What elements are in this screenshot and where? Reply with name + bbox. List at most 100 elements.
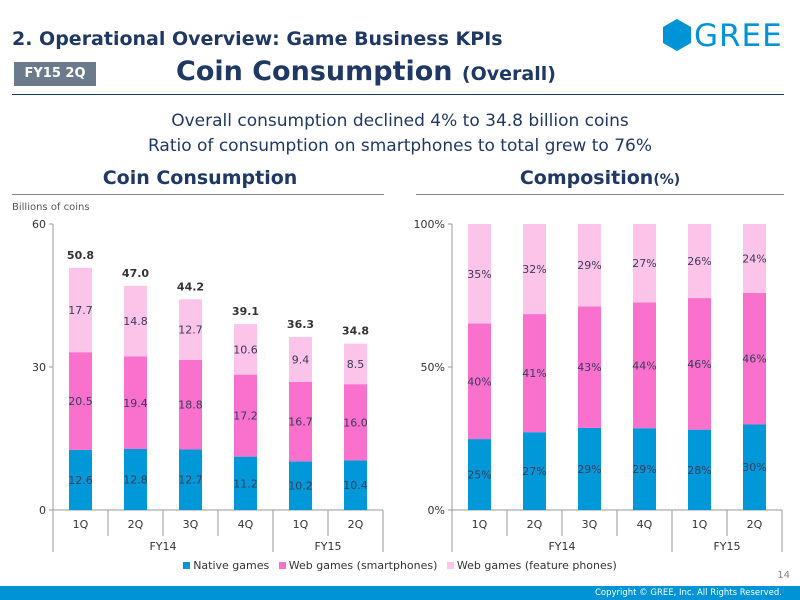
left-chart-total-label: 34.8 bbox=[342, 325, 369, 338]
right-chart-data-label-web-smartphones: 43% bbox=[577, 361, 601, 374]
right-chart-data-label-web-feature: 35% bbox=[467, 268, 491, 281]
left-chart-x-tick-label: 2Q bbox=[348, 518, 364, 531]
right-chart-bar-native bbox=[523, 432, 546, 510]
period-badge: FY15 2Q bbox=[14, 62, 96, 86]
right-chart-data-label-native: 30% bbox=[742, 461, 766, 474]
legend-label-web-feature: Web games (feature phones) bbox=[456, 559, 617, 572]
left-chart-data-label-native: 12.6 bbox=[68, 474, 93, 487]
summary-line-1: Overall consumption declined 4% to 34.8 … bbox=[171, 111, 629, 131]
left-chart-y-tick-label: 60 bbox=[32, 218, 46, 231]
right-chart-x-tick-label: 3Q bbox=[582, 518, 598, 531]
right-chart-x-tick-label: 2Q bbox=[747, 518, 763, 531]
right-chart-data-label-web-smartphones: 46% bbox=[687, 358, 711, 371]
left-chart-group-label: FY14 bbox=[149, 540, 176, 553]
left-chart-data-label-web-feature: 12.7 bbox=[178, 324, 203, 337]
left-chart-title: Coin Consumption bbox=[102, 167, 298, 189]
left-chart-bar-native bbox=[344, 460, 367, 510]
right-chart-bar-web-feature bbox=[468, 224, 491, 324]
left-chart-x-tick-label: 4Q bbox=[238, 518, 254, 531]
left-chart-data-label-native: 10.2 bbox=[288, 480, 313, 493]
right-chart-data-label-native: 29% bbox=[577, 463, 601, 476]
left-chart-data-label-web-feature: 10.6 bbox=[233, 343, 258, 356]
left-chart-data-label-web-feature: 9.4 bbox=[292, 353, 310, 366]
left-chart-data-label-web-smartphones: 16.7 bbox=[288, 416, 313, 429]
right-chart-data-label-web-feature: 27% bbox=[632, 257, 656, 270]
right-chart-title-sub: (%) bbox=[653, 172, 681, 188]
right-chart-bar-native bbox=[578, 427, 601, 510]
right-chart-bar-native bbox=[468, 439, 491, 510]
right-chart-data-label-native: 27% bbox=[522, 465, 546, 478]
left-chart-bar-web-feature bbox=[289, 336, 312, 382]
legend-swatch-web-smartphones bbox=[278, 562, 286, 569]
page-title: Coin Consumption (Overall) bbox=[176, 56, 556, 87]
legend-swatch-native bbox=[183, 562, 191, 569]
right-chart-bar-native bbox=[688, 429, 711, 510]
right-chart-x-tick-label: 1Q bbox=[472, 518, 488, 531]
left-chart-bar-web-feature bbox=[179, 299, 202, 360]
section-title: 2. Operational Overview: Game Business K… bbox=[12, 28, 503, 50]
left-chart-bar-web-feature bbox=[124, 285, 147, 357]
right-chart-y-tick-label: 0% bbox=[428, 504, 445, 517]
left-chart-total-label: 50.8 bbox=[67, 249, 94, 262]
right-chart-x-tick-label: 4Q bbox=[637, 518, 653, 531]
left-chart-total-label: 39.1 bbox=[232, 305, 259, 318]
copyright: Copyright © GREE, Inc. All Rights Reserv… bbox=[594, 588, 782, 598]
left-chart-y-tick-label: 0 bbox=[39, 504, 46, 517]
legend-swatch-web-feature bbox=[446, 562, 454, 569]
left-chart-data-label-web-feature: 8.5 bbox=[347, 358, 365, 371]
left-chart-data-label-web-smartphones: 16.0 bbox=[343, 416, 368, 429]
right-chart-x-tick-label: 2Q bbox=[527, 518, 543, 531]
left-chart-total-label: 44.2 bbox=[177, 280, 204, 293]
right-chart-bar-web-smartphones bbox=[468, 323, 491, 440]
left-chart-bar-web-feature bbox=[234, 324, 257, 375]
right-chart-data-label-web-feature: 26% bbox=[687, 255, 711, 268]
left-chart-x-tick-label: 1Q bbox=[293, 518, 309, 531]
right-chart-bar-web-smartphones bbox=[743, 292, 766, 425]
right-chart-data-label-web-smartphones: 44% bbox=[632, 359, 656, 372]
left-chart-data-label-native: 11.2 bbox=[233, 477, 258, 490]
page-title-main: Coin Consumption bbox=[176, 56, 453, 87]
legend-item-web-smartphones: Web games (smartphones) bbox=[278, 559, 437, 572]
page-title-sub: (Overall) bbox=[461, 63, 556, 85]
left-chart-bar-web-feature bbox=[344, 343, 367, 385]
right-chart-group-label: FY14 bbox=[548, 540, 575, 553]
left-chart-data-label-web-feature: 17.7 bbox=[68, 304, 93, 317]
right-chart-data-label-native: 28% bbox=[687, 464, 711, 477]
right-chart-data-label-web-feature: 29% bbox=[577, 259, 601, 272]
right-chart-bar-native bbox=[633, 428, 656, 510]
left-chart-bar-web-feature bbox=[69, 267, 92, 353]
right-chart-x-tick-label: 1Q bbox=[692, 518, 708, 531]
right-chart-bar-native bbox=[743, 424, 766, 510]
left-chart-bar-native bbox=[289, 461, 312, 510]
right-chart-bar-web-feature bbox=[578, 224, 601, 307]
left-chart-bar-native bbox=[69, 449, 92, 510]
right-chart-data-label-web-smartphones: 40% bbox=[467, 375, 491, 388]
gree-logo: GREE bbox=[662, 18, 782, 54]
title-divider bbox=[12, 94, 784, 95]
legend-item-web-feature: Web games (feature phones) bbox=[446, 559, 617, 572]
legend-label-native: Native games bbox=[193, 559, 270, 572]
left-chart-x-tick-label: 1Q bbox=[73, 518, 89, 531]
right-chart-bar-web-feature bbox=[688, 224, 711, 299]
right-chart-bar-web-smartphones bbox=[523, 314, 546, 433]
left-chart-bar-native bbox=[234, 456, 257, 510]
left-chart-rule bbox=[12, 194, 384, 195]
right-chart-title-main: Composition bbox=[519, 167, 654, 189]
left-chart-bar-web-smartphones bbox=[344, 384, 367, 461]
right-chart-bar-web-feature bbox=[633, 224, 656, 303]
left-chart-data-label-native: 12.7 bbox=[178, 474, 203, 487]
left-chart-data-label-native: 12.8 bbox=[123, 473, 148, 486]
left-chart-data-label-web-smartphones: 20.5 bbox=[68, 395, 93, 408]
footer-bar: Copyright © GREE, Inc. All Rights Reserv… bbox=[0, 586, 800, 600]
right-chart-bar-web-feature bbox=[743, 224, 766, 293]
right-chart-title: Composition(%) bbox=[416, 167, 784, 189]
left-chart-bar-web-smartphones bbox=[69, 352, 92, 450]
right-chart-bar-web-feature bbox=[523, 224, 546, 315]
legend-item-native: Native games bbox=[183, 559, 269, 572]
left-chart-bar-web-smartphones bbox=[124, 356, 147, 449]
right-chart-data-label-web-smartphones: 46% bbox=[742, 353, 766, 366]
right-chart-data-label-native: 25% bbox=[467, 469, 491, 482]
left-chart-x-tick-label: 3Q bbox=[183, 518, 199, 531]
right-chart-data-label-native: 29% bbox=[632, 463, 656, 476]
